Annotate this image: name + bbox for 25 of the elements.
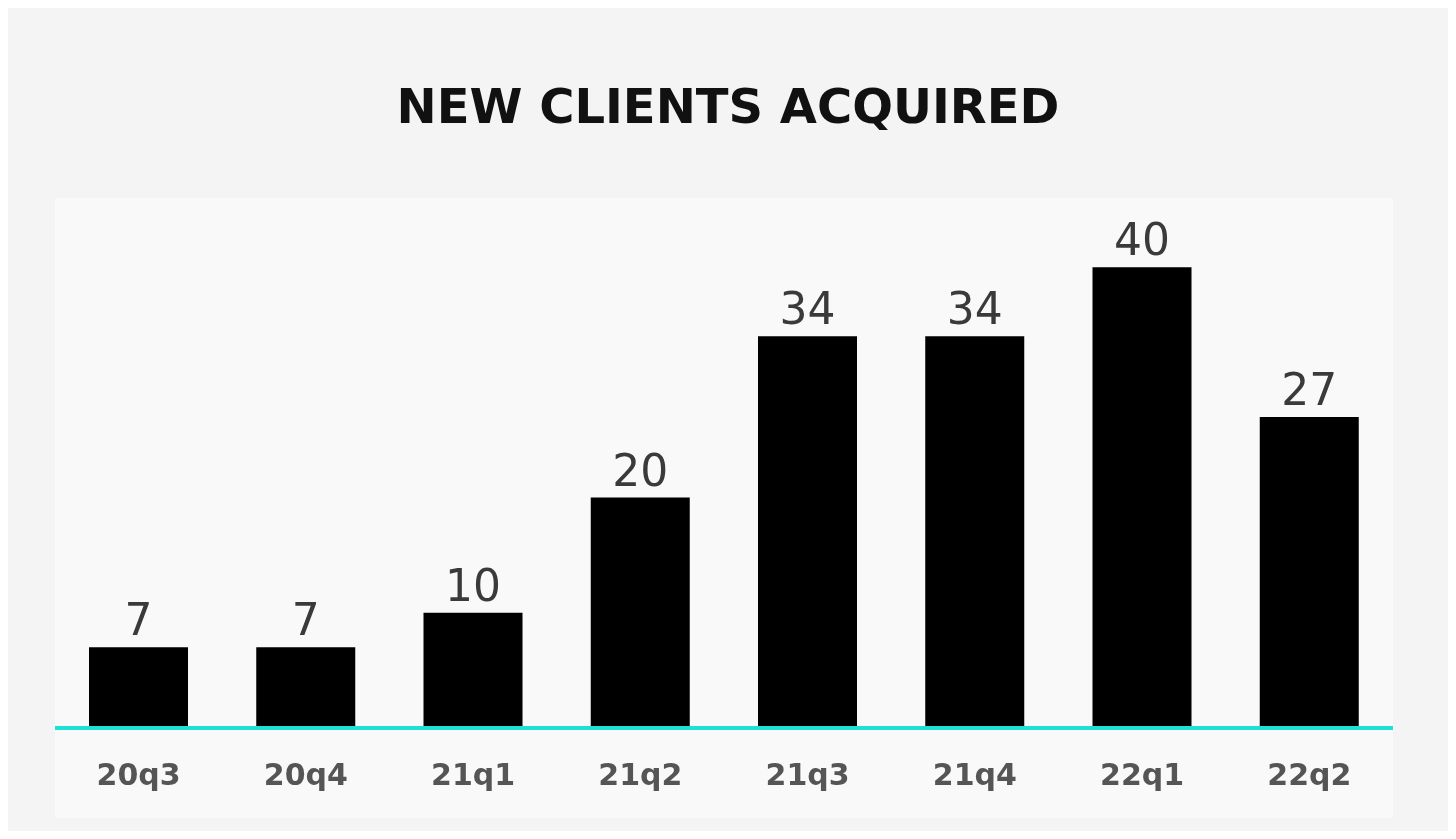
bar xyxy=(925,336,1025,728)
x-tick-label: 22q1 xyxy=(1100,757,1185,793)
bar xyxy=(89,647,188,728)
data-label: 7 xyxy=(291,594,320,646)
data-label: 40 xyxy=(1114,214,1170,266)
bar xyxy=(423,612,523,728)
bar xyxy=(1259,416,1359,728)
x-tick-label: 20q4 xyxy=(263,757,348,793)
x-tick-label: 21q4 xyxy=(932,757,1017,793)
data-label: 10 xyxy=(445,559,501,611)
bar xyxy=(256,647,356,728)
data-label: 34 xyxy=(779,283,836,335)
x-tick-label: 21q1 xyxy=(431,757,516,793)
x-tick-label: 22q2 xyxy=(1267,757,1352,793)
bar xyxy=(1092,267,1192,728)
chart-title: NEW CLIENTS ACQUIRED xyxy=(395,78,1061,134)
bar xyxy=(590,497,690,728)
x-tick-label: 21q2 xyxy=(598,757,683,793)
data-label: 20 xyxy=(612,444,669,496)
data-label: 27 xyxy=(1281,363,1338,415)
bar xyxy=(758,336,857,728)
x-tick-label: 21q3 xyxy=(765,757,850,793)
data-label: 7 xyxy=(124,594,153,646)
data-label: 34 xyxy=(946,283,1003,335)
x-tick-label: 20q3 xyxy=(96,757,181,793)
